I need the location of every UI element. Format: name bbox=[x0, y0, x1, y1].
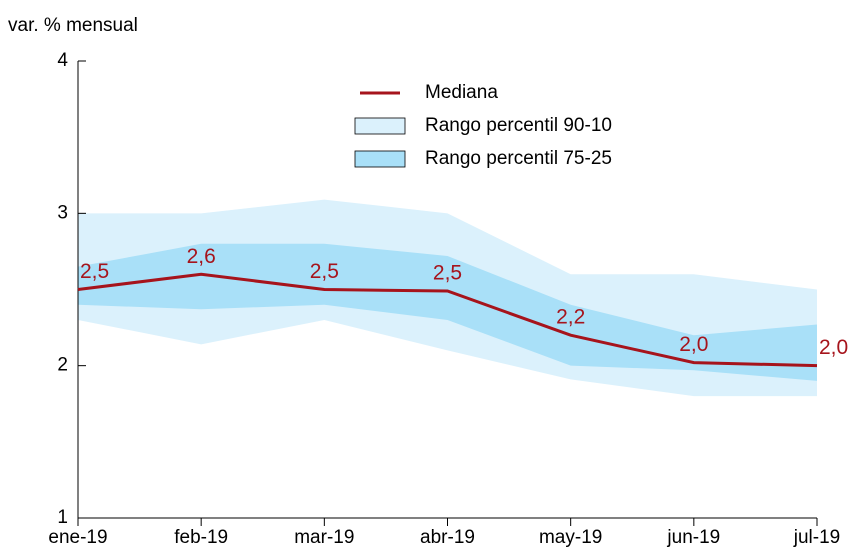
legend-swatch bbox=[354, 150, 406, 168]
legend-swatch bbox=[354, 117, 406, 135]
median-line bbox=[77, 272, 818, 368]
data-label: 2,0 bbox=[819, 336, 848, 359]
y-tick-label: 1 bbox=[57, 507, 68, 528]
data-label: 2,5 bbox=[433, 262, 462, 285]
data-label: 2,5 bbox=[310, 260, 339, 283]
y-tick-label: 2 bbox=[57, 355, 68, 376]
y-tick-label: 4 bbox=[57, 50, 68, 71]
x-tick-label: ene-19 bbox=[48, 527, 107, 547]
legend-label: Mediana bbox=[425, 82, 498, 103]
data-label: 2,6 bbox=[187, 245, 216, 268]
data-label: 2,5 bbox=[80, 260, 109, 283]
data-label: 2,2 bbox=[556, 306, 585, 329]
legend-label: Rango percentil 75-25 bbox=[425, 148, 612, 169]
percentile-band bbox=[78, 243, 817, 381]
legend-label: Rango percentil 90-10 bbox=[425, 115, 612, 136]
x-tick-label: may-19 bbox=[539, 527, 602, 547]
x-tick-label: abr-19 bbox=[420, 527, 475, 547]
x-tick-label: mar-19 bbox=[294, 527, 354, 547]
x-tick-label: jun-19 bbox=[666, 527, 720, 547]
x-tick-label: feb-19 bbox=[174, 527, 228, 547]
x-tick-label: jul-19 bbox=[793, 527, 840, 547]
y-tick-label: 3 bbox=[57, 202, 68, 223]
data-label: 2,0 bbox=[679, 333, 708, 356]
y-axis-label: var. % mensual bbox=[8, 15, 138, 36]
